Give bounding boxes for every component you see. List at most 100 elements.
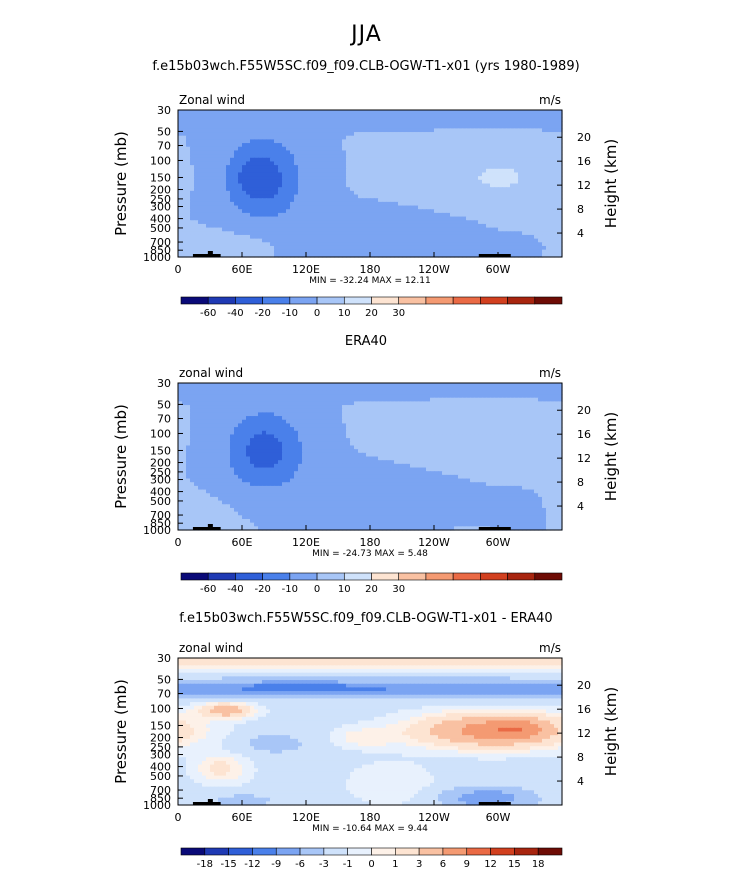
field-cell — [334, 146, 339, 152]
field-cell — [474, 205, 479, 210]
field-cell — [294, 179, 299, 185]
field-cell — [454, 121, 459, 126]
field-cell — [478, 227, 483, 232]
field-cell — [474, 386, 479, 391]
field-cell — [386, 143, 391, 148]
field-cell — [190, 412, 195, 417]
field-cell — [418, 245, 423, 251]
field-cell — [490, 245, 495, 251]
field-cell — [286, 205, 291, 210]
field-cell — [382, 110, 387, 115]
field-cell — [178, 231, 183, 236]
field-cell — [318, 165, 323, 170]
field-cell — [518, 401, 523, 406]
field-cell — [474, 408, 479, 413]
field-cell — [290, 234, 295, 240]
field-cell — [482, 201, 487, 207]
field-cell — [410, 234, 415, 240]
field-cell — [270, 212, 275, 218]
field-cell — [214, 386, 219, 391]
field-cell — [378, 394, 383, 399]
field-cell — [202, 161, 207, 166]
field-cell — [418, 397, 423, 402]
field-cell — [530, 238, 535, 243]
field-cell — [182, 216, 187, 221]
field-cell — [254, 154, 259, 159]
field-cell — [358, 198, 363, 203]
field-cell — [510, 176, 515, 181]
field-cell — [466, 194, 471, 199]
field-cell — [442, 139, 447, 144]
field-cell — [486, 146, 491, 152]
field-cell — [198, 401, 203, 406]
field-cell — [542, 168, 547, 174]
field-cell — [474, 390, 479, 395]
field-cell — [222, 183, 227, 188]
field-cell — [354, 187, 359, 192]
field-cell — [510, 121, 515, 126]
field-cell — [438, 245, 443, 251]
field-cell — [410, 161, 415, 166]
field-cell — [558, 249, 563, 254]
field-cell — [238, 128, 243, 133]
field-cell — [346, 161, 351, 166]
field-cell — [366, 253, 371, 258]
field-cell — [530, 194, 535, 199]
field-cell — [418, 117, 423, 122]
field-cell — [554, 161, 559, 166]
field-cell — [382, 194, 387, 199]
field-cell — [466, 179, 471, 185]
field-cell — [258, 231, 263, 236]
field-cell — [302, 194, 307, 199]
field-cell — [242, 201, 247, 207]
field-cell — [446, 405, 451, 410]
field-cell — [210, 405, 215, 410]
field-cell — [290, 419, 295, 425]
field-cell — [474, 253, 479, 258]
field-cell — [346, 165, 351, 170]
field-cell — [378, 419, 383, 425]
field-cell — [498, 190, 503, 196]
field-cell — [510, 242, 515, 247]
field-cell — [478, 168, 483, 174]
field-cell — [242, 205, 247, 210]
field-cell — [258, 117, 263, 122]
field-cell — [482, 121, 487, 126]
field-cell — [322, 183, 327, 188]
field-cell — [286, 216, 291, 221]
field-cell — [398, 198, 403, 203]
field-cell — [198, 231, 203, 236]
field-cell — [466, 238, 471, 243]
field-cell — [218, 124, 223, 129]
field-cell — [306, 176, 311, 181]
field-cell — [382, 416, 387, 421]
field-cell — [298, 201, 303, 207]
field-cell — [458, 110, 463, 115]
field-cell — [382, 227, 387, 232]
field-cell — [246, 179, 251, 185]
field-cell — [246, 168, 251, 174]
field-cell — [226, 216, 231, 221]
field-cell — [382, 139, 387, 144]
field-cell — [354, 231, 359, 236]
field-cell — [510, 143, 515, 148]
field-cell — [538, 176, 543, 181]
field-cell — [538, 110, 543, 115]
field-cell — [370, 154, 375, 159]
field-cell — [330, 416, 335, 421]
field-cell — [266, 194, 271, 199]
field-cell — [446, 253, 451, 258]
field-cell — [414, 201, 419, 207]
field-cell — [534, 110, 539, 115]
field-cell — [370, 187, 375, 192]
field-cell — [186, 383, 191, 388]
field-cell — [326, 242, 331, 247]
field-cell — [386, 205, 391, 210]
field-cell — [210, 216, 215, 221]
x-tick-label: 60E — [232, 263, 253, 276]
field-cell — [318, 128, 323, 133]
field-cell — [358, 132, 363, 137]
field-cell — [182, 405, 187, 410]
field-cell — [314, 198, 319, 203]
field-cell — [214, 154, 219, 159]
